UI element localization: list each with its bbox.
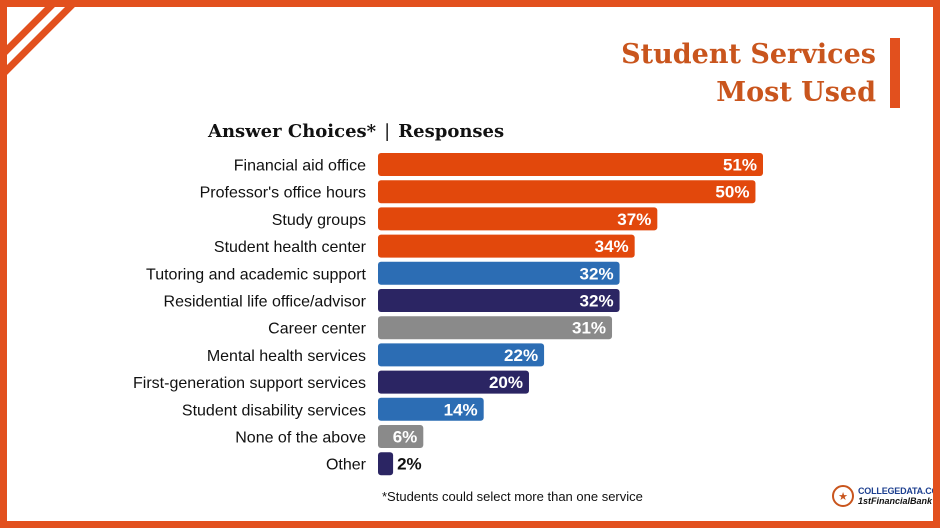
bar <box>378 180 756 204</box>
category-label: Other <box>326 457 367 474</box>
category-label: Mental health services <box>207 348 366 365</box>
category-label: Student disability services <box>182 402 366 419</box>
header-responses: Responses <box>398 120 505 142</box>
bar <box>378 397 484 421</box>
title-line-1: Student Services <box>621 39 876 70</box>
bar <box>378 316 613 340</box>
value-label: 34% <box>595 237 629 256</box>
value-label: 32% <box>580 264 614 283</box>
bar <box>378 261 620 285</box>
header-separator: | <box>384 120 391 142</box>
column-header: Answer Choices* | Responses <box>208 118 504 144</box>
title-line-2: Most Used <box>716 77 876 108</box>
bar <box>378 343 545 367</box>
bar <box>378 425 424 448</box>
category-label: Tutoring and academic support <box>146 266 367 283</box>
bar <box>378 234 635 258</box>
category-label: Study groups <box>272 212 366 229</box>
value-label: 22% <box>504 346 538 365</box>
category-label: Career center <box>268 321 366 338</box>
value-label: 31% <box>572 319 606 338</box>
value-label: 37% <box>617 210 651 229</box>
logo-line-1: COLLEGEDATA.COM <box>858 486 940 496</box>
value-label: 6% <box>393 428 418 447</box>
logo-line-2: 1stFinancialBank <box>858 496 933 506</box>
chart-title: Student Services Most Used <box>621 36 876 112</box>
category-label: Professor's office hours <box>200 185 366 202</box>
value-label: 50% <box>715 183 749 202</box>
bar <box>378 207 658 231</box>
value-label: 2% <box>397 455 422 474</box>
category-label: Residential life office/advisor <box>164 294 367 311</box>
bar <box>378 370 529 394</box>
value-label: 32% <box>580 292 614 311</box>
category-label: None of the above <box>235 430 366 447</box>
value-label: 51% <box>723 156 757 175</box>
college-seal-icon: ★ <box>832 485 854 507</box>
value-label: 20% <box>489 373 523 392</box>
footnote: *Students could select more than one ser… <box>382 489 643 504</box>
category-label: Financial aid office <box>234 158 366 175</box>
category-label: First-generation support services <box>133 375 366 392</box>
value-label: 14% <box>444 400 478 419</box>
header-answer-choices: Answer Choices* <box>208 120 377 142</box>
bar <box>378 289 620 312</box>
title-accent-bar <box>890 38 900 108</box>
collegedata-logo: ★ COLLEGEDATA.COM 1stFinancialBank <box>832 485 940 507</box>
category-label: Student health center <box>214 239 367 256</box>
bar <box>378 153 763 176</box>
bar <box>378 452 394 476</box>
